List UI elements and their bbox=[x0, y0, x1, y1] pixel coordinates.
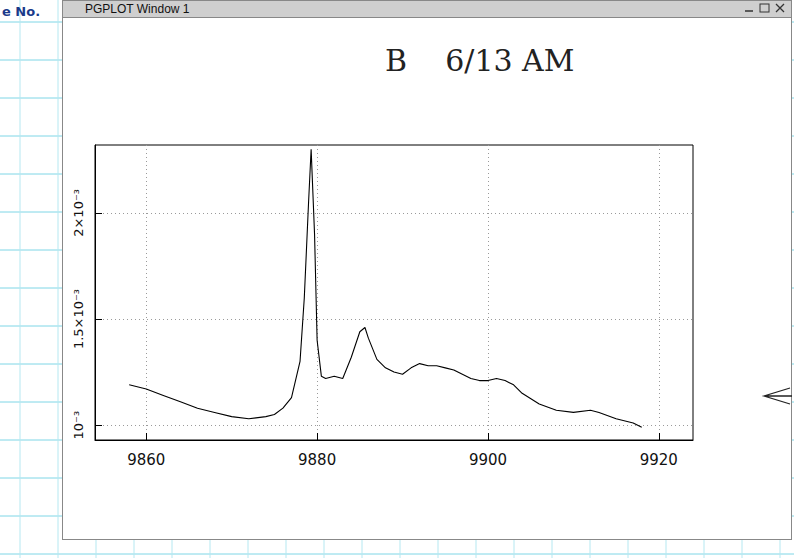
svg-text:9920: 9920 bbox=[640, 451, 678, 469]
svg-text:B 6/13 AM: B 6/13 AM bbox=[385, 43, 574, 78]
svg-text:2×10⁻³: 2×10⁻³ bbox=[71, 189, 86, 237]
svg-text:9880: 9880 bbox=[298, 451, 336, 469]
html-text:PGPLOT Window 1: PGPLOT Window 1 bbox=[85, 2, 190, 16]
svg-text:9900: 9900 bbox=[469, 451, 507, 469]
svg-text:9860: 9860 bbox=[127, 451, 165, 469]
svg-text:1.5×10⁻³: 1.5×10⁻³ bbox=[71, 289, 86, 349]
svg-text:10⁻³: 10⁻³ bbox=[71, 411, 86, 440]
html-text:e No.: e No. bbox=[2, 4, 41, 19]
